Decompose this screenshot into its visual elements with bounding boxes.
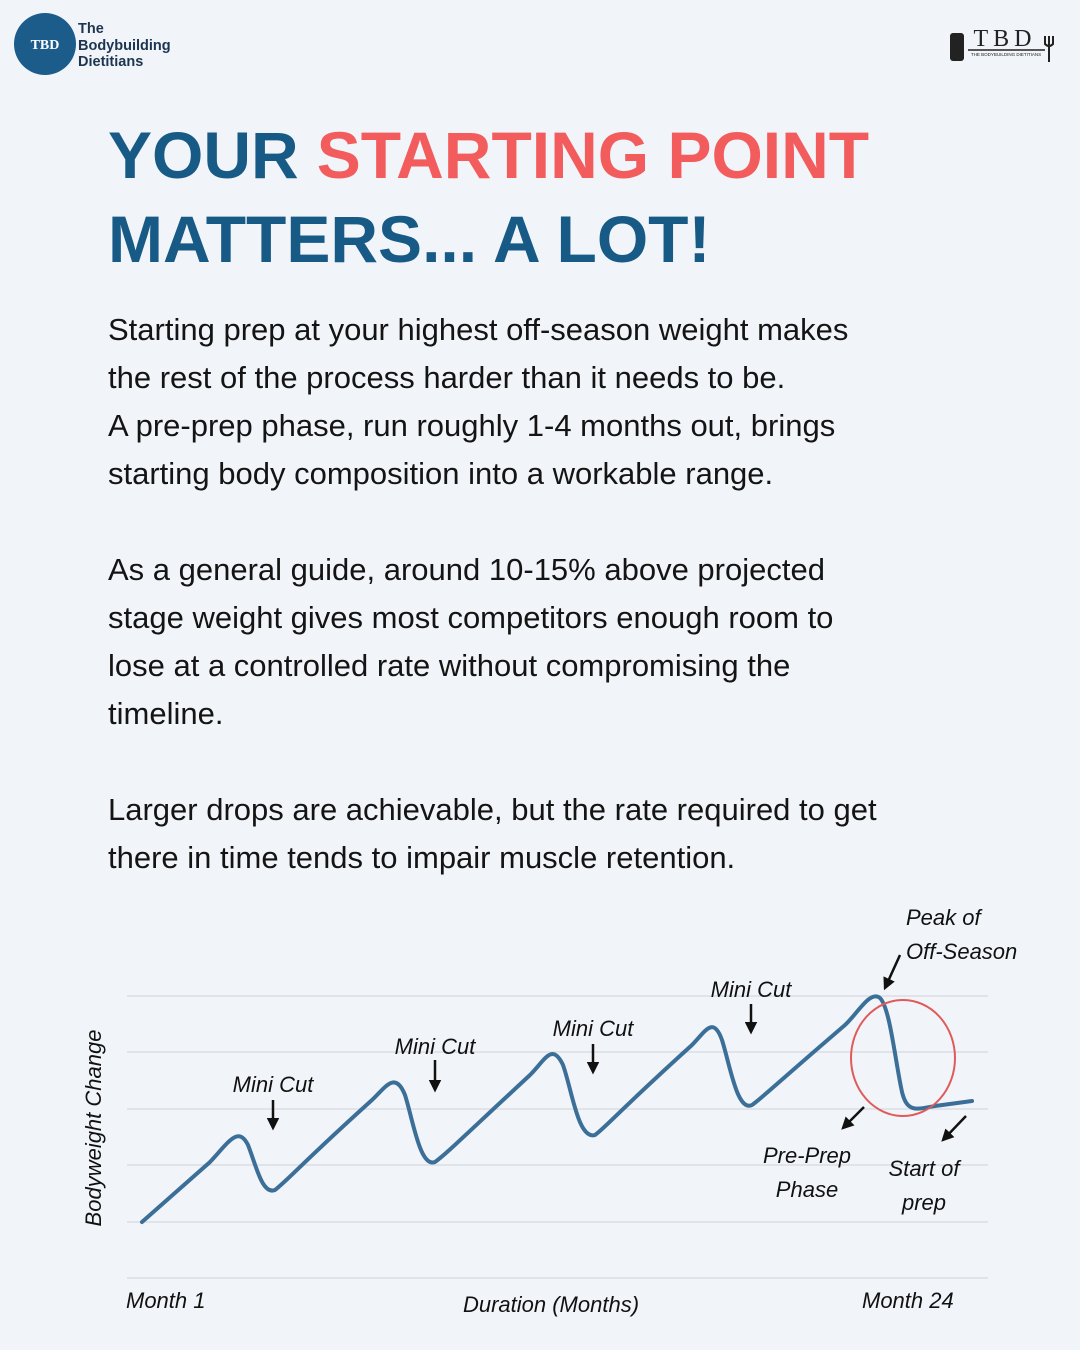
annotation: Mini Cut: [711, 977, 793, 1002]
body-text: As a general guide, around 10-15% above …: [108, 552, 825, 587]
logo: TBD: [974, 26, 1037, 52]
annotation: Start of: [889, 1156, 963, 1181]
body-text: A pre-prep phase, run roughly 1-4 months…: [108, 408, 835, 443]
diagram: Mini Cut Mini Cut Mini Cut Mini Cut Peak…: [81, 905, 1017, 1317]
annotation: Mini Cut: [553, 1016, 635, 1041]
body-text: there in time tends to impair muscle ret…: [108, 840, 735, 875]
title: YOUR STARTING POINT: [108, 118, 869, 192]
annotation: Peak of: [906, 905, 983, 930]
body-text: the rest of the process harder than it n…: [108, 360, 785, 395]
body-text: timeline.: [108, 696, 223, 731]
body-text: Starting prep at your highest off-season…: [108, 312, 848, 347]
title-highlight: STARTING POINT: [317, 118, 869, 192]
logo-icon: [950, 33, 964, 61]
body-text: stage weight gives most competitors enou…: [108, 600, 833, 635]
body-text: lose at a controlled rate without compro…: [108, 648, 790, 683]
x-end-label: Month 24: [862, 1288, 954, 1313]
highlight-circle: [850, 999, 956, 1117]
title-part: YOUR: [108, 118, 299, 192]
annotation: Off-Season: [906, 939, 1017, 964]
x-axis-label: Duration (Months): [463, 1292, 639, 1317]
annotation: Mini Cut: [395, 1034, 477, 1059]
annotation: prep: [901, 1190, 946, 1215]
badge: [14, 13, 76, 75]
annotation: Mini Cut: [233, 1072, 315, 1097]
body-text: starting body composition into a workabl…: [108, 456, 773, 491]
x-start-label: Month 1: [126, 1288, 206, 1313]
annotation: Pre-Prep: [763, 1143, 851, 1168]
brand: The: [78, 21, 104, 37]
y-axis-label: Bodyweight Change: [81, 1030, 106, 1227]
title: MATTERS... A LOT!: [108, 202, 710, 276]
brand: Bodybuilding: [78, 38, 171, 54]
brand: Dietitians: [78, 54, 143, 70]
badge-text: TBD: [31, 38, 60, 53]
annotation: Phase: [776, 1177, 838, 1202]
body-text: Larger drops are achievable, but the rat…: [108, 792, 877, 827]
weight-curve: [140, 994, 974, 1224]
logo-sub: THE BODYBUILDING DIETITIANS: [971, 52, 1041, 57]
